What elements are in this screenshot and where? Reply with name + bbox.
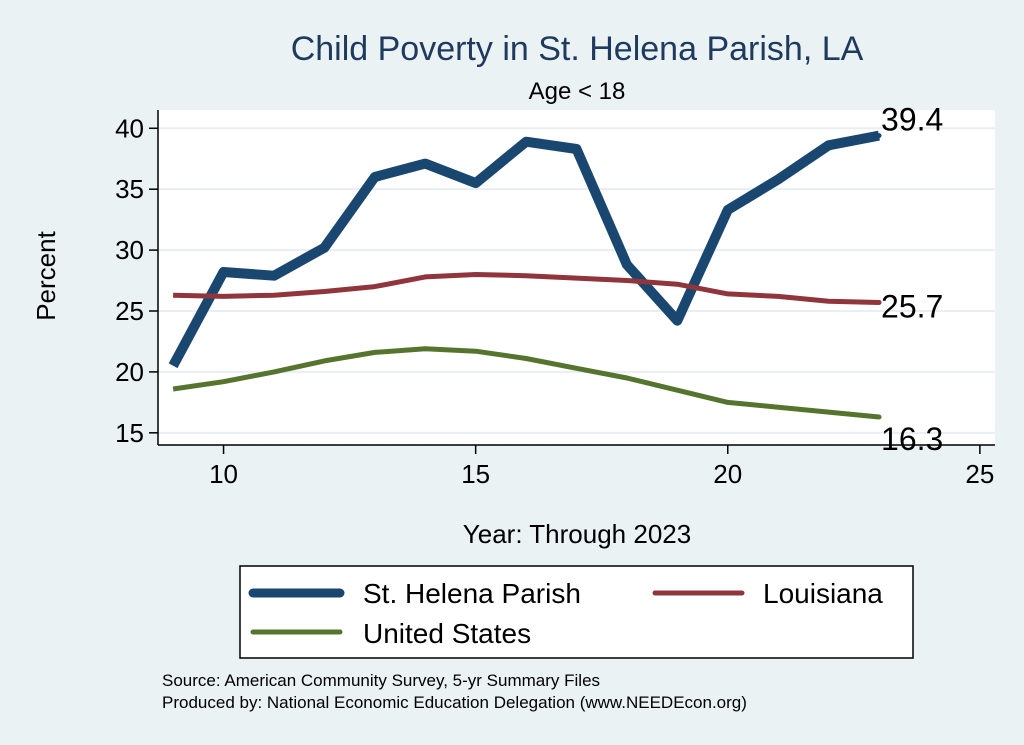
legend: St. Helena Parish Louisiana United State… — [239, 565, 914, 659]
gridlines — [158, 127, 995, 434]
series-line-united-states — [172, 346, 880, 420]
x-axis-title: Year: Through 2023 — [463, 519, 691, 549]
end-value-label: 16.3 — [881, 421, 943, 457]
y-axis-ticks: 15 20 25 30 35 40 — [115, 113, 158, 448]
y-tick-label: 25 — [115, 296, 144, 326]
x-tick-label: 10 — [209, 459, 238, 489]
legend-label-united-states: United States — [363, 618, 531, 649]
x-tick-label: 25 — [965, 459, 994, 489]
legend-box — [239, 565, 914, 659]
y-tick-label: 15 — [115, 418, 144, 448]
y-axis-title: Percent — [31, 230, 61, 320]
series-end-point — [876, 133, 882, 139]
axes — [157, 110, 995, 446]
legend-label-st-helena: St. Helena Parish — [363, 578, 581, 609]
source-note: Source: American Community Survey, 5-yr … — [162, 671, 600, 690]
x-axis-ticks: 10 15 20 25 — [209, 445, 994, 489]
legend-label-louisiana: Louisiana — [763, 578, 883, 609]
produced-by-note: Produced by: National Economic Education… — [162, 693, 747, 712]
series-line-st-helena-parish — [168, 130, 880, 369]
y-tick-label: 35 — [115, 174, 144, 204]
series-end-point — [876, 414, 882, 420]
x-tick-label: 15 — [461, 459, 490, 489]
series-end-point — [876, 299, 882, 305]
chart-title: Child Poverty in St. Helena Parish, LA — [291, 30, 864, 68]
y-tick-label: 40 — [115, 113, 144, 143]
end-labels: 39.4 25.7 16.3 — [881, 102, 943, 457]
y-tick-label: 20 — [115, 357, 144, 387]
end-value-label: 25.7 — [881, 288, 943, 324]
chart-subtitle: Age < 18 — [529, 78, 626, 105]
y-tick-label: 30 — [115, 235, 144, 265]
end-value-label: 39.4 — [881, 102, 943, 138]
series-line-louisiana — [173, 272, 880, 305]
x-tick-label: 20 — [713, 459, 742, 489]
series-lines — [168, 130, 882, 420]
